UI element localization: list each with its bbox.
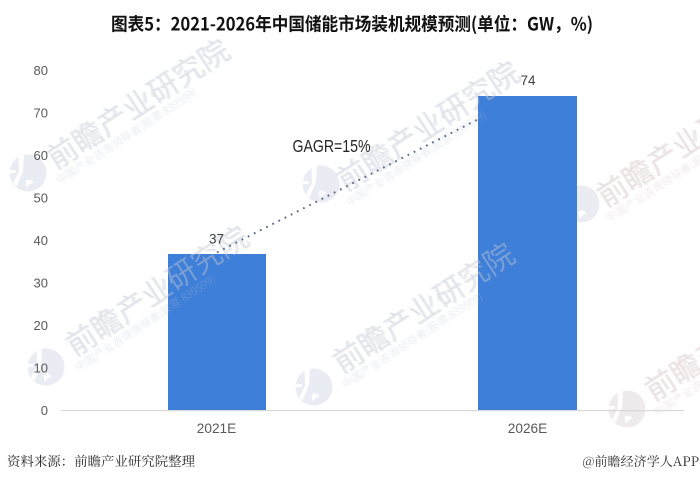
svg-text:37: 37: [209, 231, 224, 246]
svg-text:50: 50: [34, 191, 48, 206]
svg-text:2021E: 2021E: [197, 420, 237, 436]
svg-text:10: 10: [34, 361, 48, 376]
svg-text:74: 74: [520, 73, 536, 88]
svg-text:0: 0: [41, 403, 48, 418]
svg-text:60: 60: [34, 148, 48, 163]
svg-text:20: 20: [34, 318, 48, 333]
svg-text:30: 30: [34, 276, 48, 291]
svg-text:80: 80: [34, 63, 48, 78]
svg-text:GAGR=15%: GAGR=15%: [293, 136, 371, 156]
svg-text:2026E: 2026E: [508, 420, 548, 436]
svg-text:70: 70: [34, 106, 48, 121]
svg-text:40: 40: [34, 233, 48, 248]
